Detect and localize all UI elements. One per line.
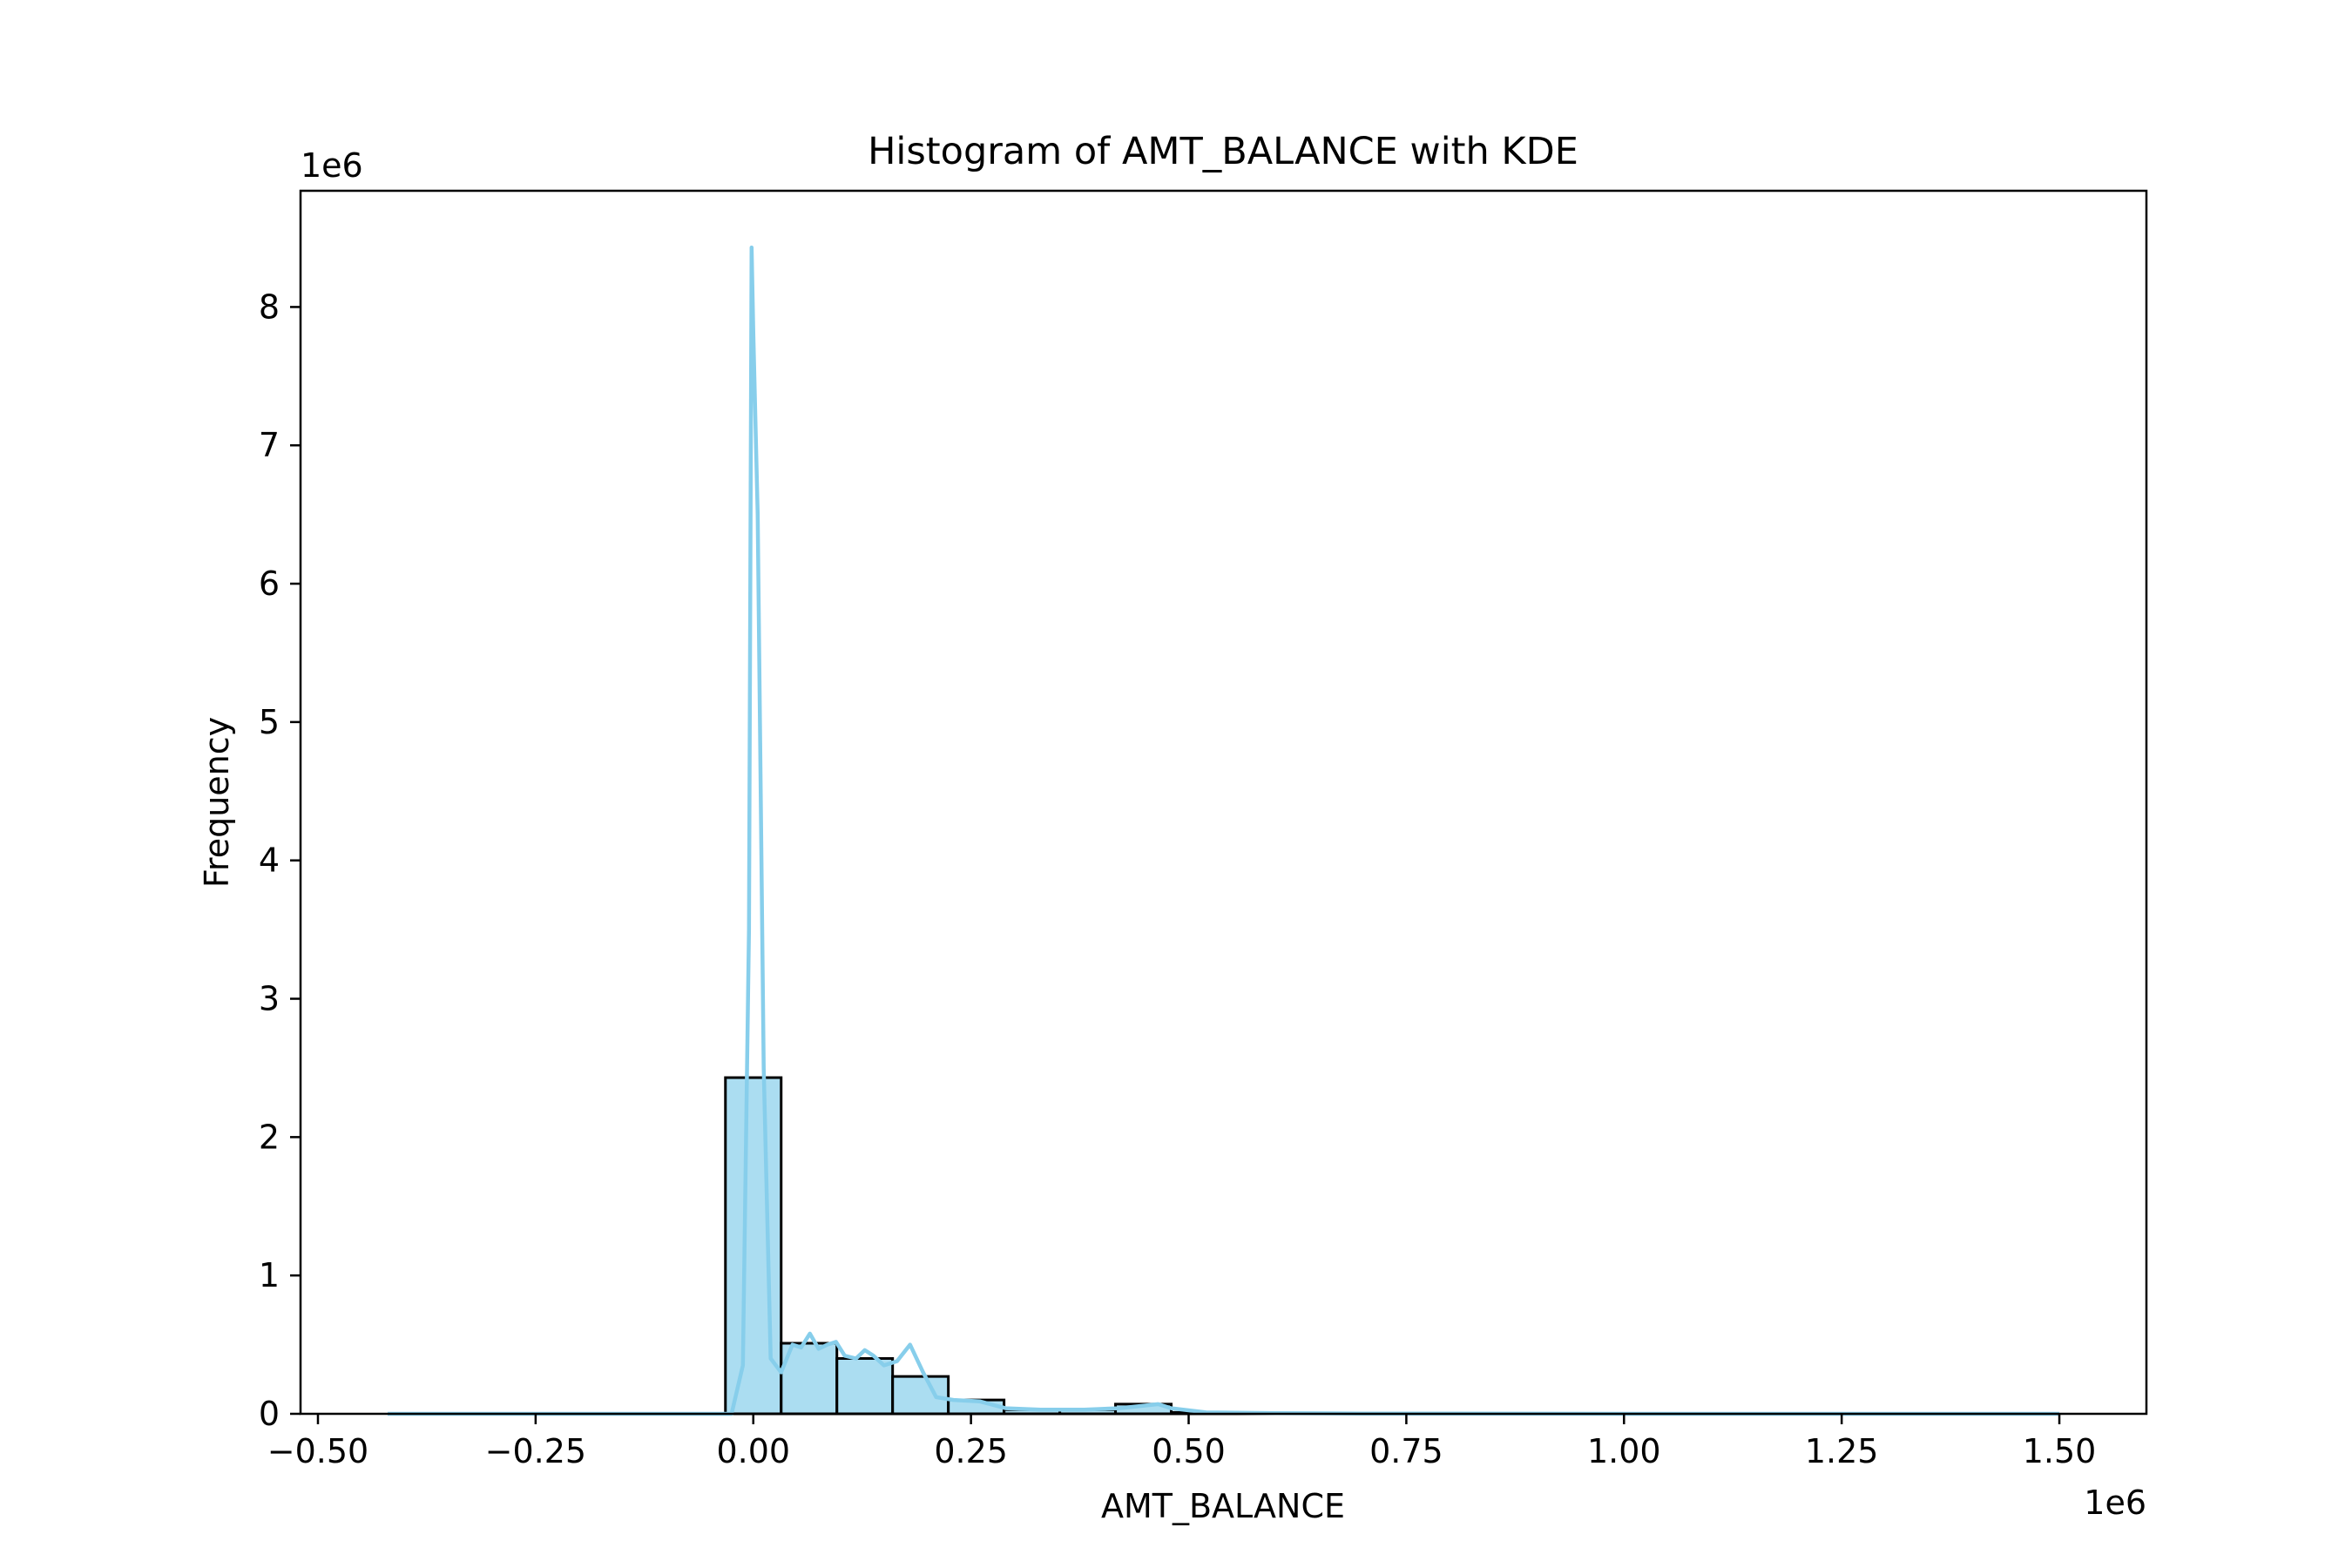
y-offset-label: 1e6 [301,146,363,185]
x-tick-label-7: 1.25 [1805,1432,1879,1470]
x-tick-label-1: −0.25 [485,1432,586,1470]
x-axis-label: AMT_BALANCE [1101,1487,1345,1525]
chart-title: Histogram of AMT_BALANCE with KDE [868,130,1578,173]
x-tick-label-4: 0.50 [1152,1432,1226,1470]
y-axis-label: Frequency [198,717,236,888]
y-tick-label-6: 6 [259,564,280,603]
x-tick-label-0: −0.50 [267,1432,368,1470]
histogram-bar-3 [891,1375,950,1416]
histogram-bar-0 [724,1076,783,1416]
y-tick-label-4: 4 [259,841,280,880]
y-tick-label-8: 8 [259,287,280,326]
y-tick-label-5: 5 [259,703,280,741]
y-tick-label-1: 1 [259,1256,280,1294]
x-offset-label: 1e6 [2084,1484,2146,1522]
x-tick-label-2: 0.00 [716,1432,790,1470]
x-tick-label-5: 0.75 [1369,1432,1443,1470]
histogram-bars [724,1076,1451,1416]
plot-area [299,189,2148,1416]
plot-frame [299,189,2148,1416]
x-axis: −0.50 −0.25 0.00 0.25 0.50 0.75 1.00 1.25 1.50 [267,1414,2097,1470]
kde-line [388,245,2059,1416]
y-tick-label-7: 7 [259,426,280,464]
y-tick-label-2: 2 [259,1118,280,1156]
y-axis: 0 1 2 3 4 5 6 7 8 [259,287,301,1433]
x-tick-label-3: 0.25 [934,1432,1008,1470]
y-tick-label-3: 3 [259,980,280,1018]
x-tick-label-8: 1.50 [2023,1432,2097,1470]
x-tick-label-6: 1.00 [1587,1432,1661,1470]
y-tick-label-0: 0 [259,1395,280,1433]
